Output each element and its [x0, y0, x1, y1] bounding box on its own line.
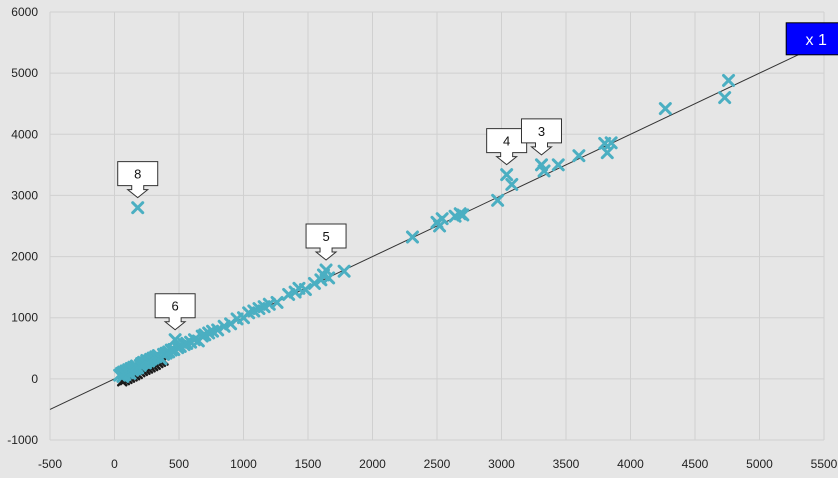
data-point: [572, 149, 586, 163]
x-tick-label: 4500: [682, 457, 709, 471]
x-tick-label: 4000: [617, 457, 644, 471]
y-tick-label: 6000: [11, 5, 38, 19]
annotation-box: [154, 293, 196, 331]
data-point: [718, 91, 732, 105]
annotation-label: 6: [172, 299, 179, 314]
data-point: [298, 283, 312, 297]
annotation-box: [520, 118, 562, 156]
data-point: [500, 168, 514, 182]
data-point: [551, 158, 565, 172]
data-point: [456, 208, 470, 222]
x-tick-label: 1000: [230, 457, 257, 471]
x-tick-label: -500: [38, 457, 62, 471]
data-point: [131, 201, 145, 215]
trend-badge[interactable]: x 1: [785, 22, 838, 56]
trend-badge-box[interactable]: [785, 22, 838, 56]
y-tick-label: 1000: [11, 311, 38, 325]
annotation-callout: 6: [154, 293, 196, 331]
annotation-label: 4: [503, 134, 510, 149]
x-tick-label: 2500: [424, 457, 451, 471]
annotation-label: 3: [538, 124, 545, 139]
data-point: [537, 164, 551, 178]
data-point: [337, 264, 351, 278]
data-point: [282, 287, 296, 301]
axis-tick-labels: -500 0 500 1000 1500 2000 2500 3000 3500 4000 4500…: [7, 5, 837, 471]
x-tick-label: 3500: [553, 457, 580, 471]
data-point: [211, 323, 225, 337]
x-tick-label: 5500: [811, 457, 838, 471]
y-tick-label: 4000: [11, 127, 38, 141]
y-tick-label: 2000: [11, 250, 38, 264]
data-point: [405, 230, 419, 244]
x-tick-label: 500: [169, 457, 189, 471]
x-tick-label: 5000: [746, 457, 773, 471]
y-tick-label: 3000: [11, 188, 38, 202]
data-point: [505, 177, 519, 191]
annotation-callout: 5: [305, 223, 347, 261]
data-point: [217, 319, 231, 333]
data-point: [322, 271, 336, 285]
annotation-callout: 4: [486, 128, 528, 166]
data-point: [270, 295, 284, 309]
data-point: [604, 136, 618, 150]
annotation-box: [486, 128, 528, 166]
annotation-box: [117, 161, 159, 199]
annotation-callout: 8: [117, 161, 159, 199]
y-tick-label: 0: [31, 372, 38, 386]
x-tick-label: 2000: [359, 457, 386, 471]
x-tick-label: 0: [111, 457, 118, 471]
grid: [49, 11, 825, 441]
annotation-box: [305, 223, 347, 261]
y-tick-label: -1000: [7, 433, 38, 447]
annotations: 8 6 5 4 3: [117, 118, 562, 331]
x-tick-label: 1500: [295, 457, 322, 471]
trend-badge-label: x 1: [806, 32, 827, 49]
y-tick-label: 5000: [11, 66, 38, 80]
annotation-label: 5: [322, 229, 329, 244]
annotation-label: 8: [134, 167, 141, 182]
data-point: [491, 193, 505, 207]
data-point: [658, 102, 672, 116]
data-point: [600, 146, 614, 160]
x-tick-label: 3000: [488, 457, 515, 471]
data-point: [722, 73, 736, 87]
data-points: [113, 73, 736, 383]
data-point: [435, 212, 449, 226]
annotation-callout: 3: [520, 118, 562, 156]
